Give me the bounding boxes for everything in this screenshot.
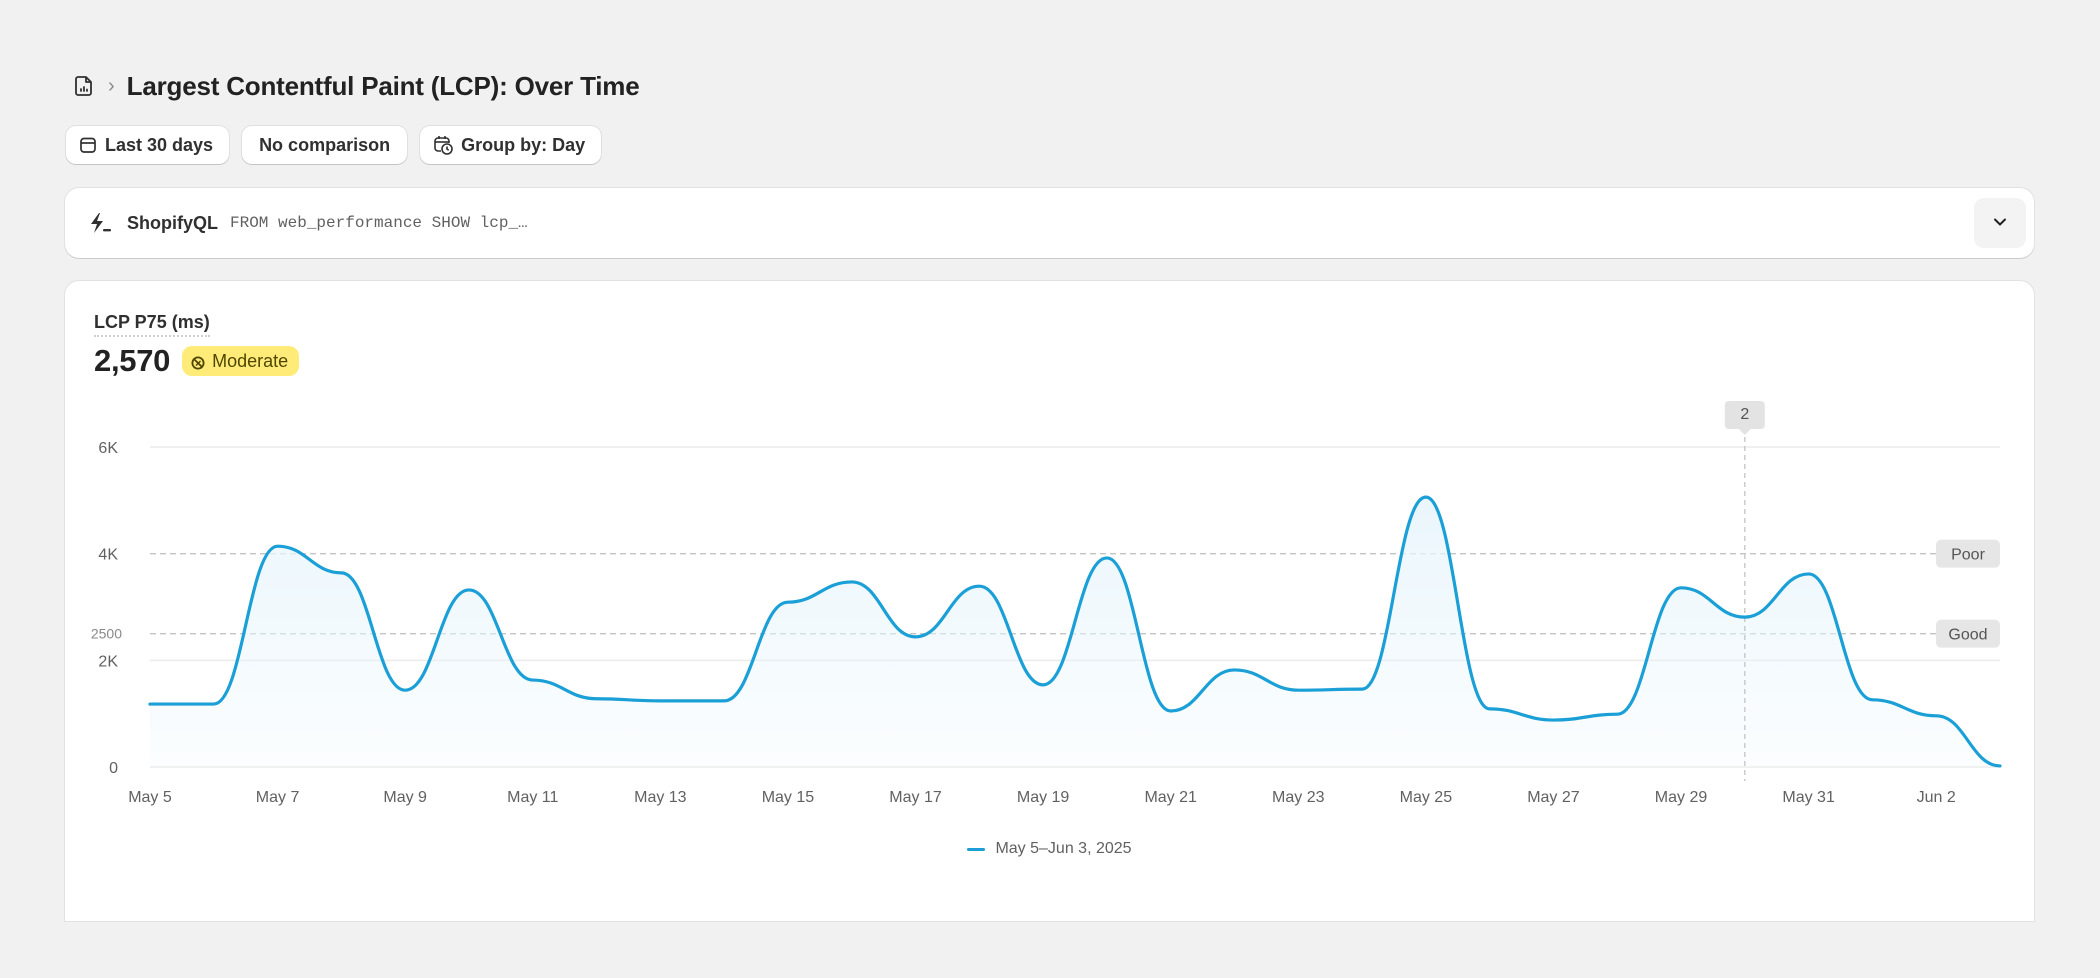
x-tick-label: May 17 <box>889 789 942 806</box>
query-code: FROM web_performance SHOW lcp_… <box>230 214 528 232</box>
status-badge: Moderate <box>182 346 300 376</box>
x-tick-label: May 23 <box>1272 789 1325 806</box>
status-badge-label: Moderate <box>212 350 289 371</box>
threshold-tag-poor <box>1936 539 2000 568</box>
calendar-clock-icon <box>432 134 454 156</box>
x-tick-label: May 29 <box>1655 789 1708 806</box>
metric-summary: 2,570 Moderate <box>94 343 300 379</box>
filter-bar: Last 30 days No comparison Group by: Day <box>66 126 602 164</box>
comparison-label: No comparison <box>259 134 391 155</box>
y-tick-label: 2K <box>98 653 118 670</box>
metric-value: 2,570 <box>94 343 171 378</box>
x-tick-label: May 13 <box>634 789 687 806</box>
date-range-label: Last 30 days <box>105 134 214 155</box>
moderate-status-icon <box>191 354 205 370</box>
report-icon[interactable] <box>72 74 96 98</box>
shopifyql-query-bar[interactable]: ShopifyQL FROM web_performance SHOW lcp_… <box>65 188 2034 258</box>
x-tick-label: May 15 <box>762 789 815 806</box>
x-tick-label: May 31 <box>1782 789 1835 806</box>
comparison-button[interactable]: No comparison <box>242 126 408 164</box>
hover-index-marker[interactable] <box>1724 401 1765 435</box>
breadcrumb-chevron-icon: › <box>108 75 115 97</box>
calendar-icon <box>78 135 98 155</box>
svg-text:2: 2 <box>1740 406 1749 423</box>
query-language-label: ShopifyQL <box>127 212 218 233</box>
x-tick-label: May 11 <box>507 789 558 806</box>
lightning-icon <box>87 210 113 236</box>
svg-text:Poor: Poor <box>1951 547 1985 564</box>
y-threshold-label: 2500 <box>91 626 122 642</box>
legend-label: May 5–Jun 3, 2025 <box>995 840 1132 857</box>
y-tick-label: 4K <box>98 547 118 564</box>
metric-label[interactable]: LCP P75 (ms) <box>94 312 210 337</box>
group-by-button[interactable]: Group by: Day <box>420 126 602 164</box>
chart-card: LCP P75 (ms) 2,570 Moderate 0 2K 4K 6K Good 2… <box>65 281 2034 921</box>
expand-query-button[interactable] <box>1974 198 2026 248</box>
line-chart[interactable]: 0 2K 4K 6K Good 2500 Poor 2 May 5 May 7 May 9 May 1… <box>65 281 2034 921</box>
date-range-button[interactable]: Last 30 days <box>66 126 230 164</box>
x-tick-label: Jun 2 <box>1917 789 1956 806</box>
y-tick-label: 6K <box>98 440 118 457</box>
x-tick-label: May 9 <box>383 789 427 806</box>
x-tick-label: May 7 <box>256 789 300 806</box>
svg-text:Good: Good <box>1948 627 1987 644</box>
x-tick-label: May 5 <box>128 789 172 806</box>
threshold-tag-good <box>1936 619 2000 648</box>
x-tick-label: May 21 <box>1144 789 1197 806</box>
y-tick-label: 0 <box>109 760 118 777</box>
page-title: Largest Contentful Paint (LCP): Over Tim… <box>126 70 640 101</box>
chevron-down-icon <box>1992 214 2008 232</box>
group-by-label: Group by: Day <box>461 134 586 155</box>
legend-swatch <box>967 847 986 851</box>
series-line[interactable] <box>148 495 2002 768</box>
page-header: › Largest Contentful Paint (LCP): Over T… <box>72 66 640 106</box>
x-tick-label: May 19 <box>1017 789 1070 806</box>
x-tick-label: May 27 <box>1527 789 1580 806</box>
x-tick-label: May 25 <box>1400 789 1453 806</box>
chart-legend[interactable]: May 5–Jun 3, 2025 <box>65 840 2034 858</box>
